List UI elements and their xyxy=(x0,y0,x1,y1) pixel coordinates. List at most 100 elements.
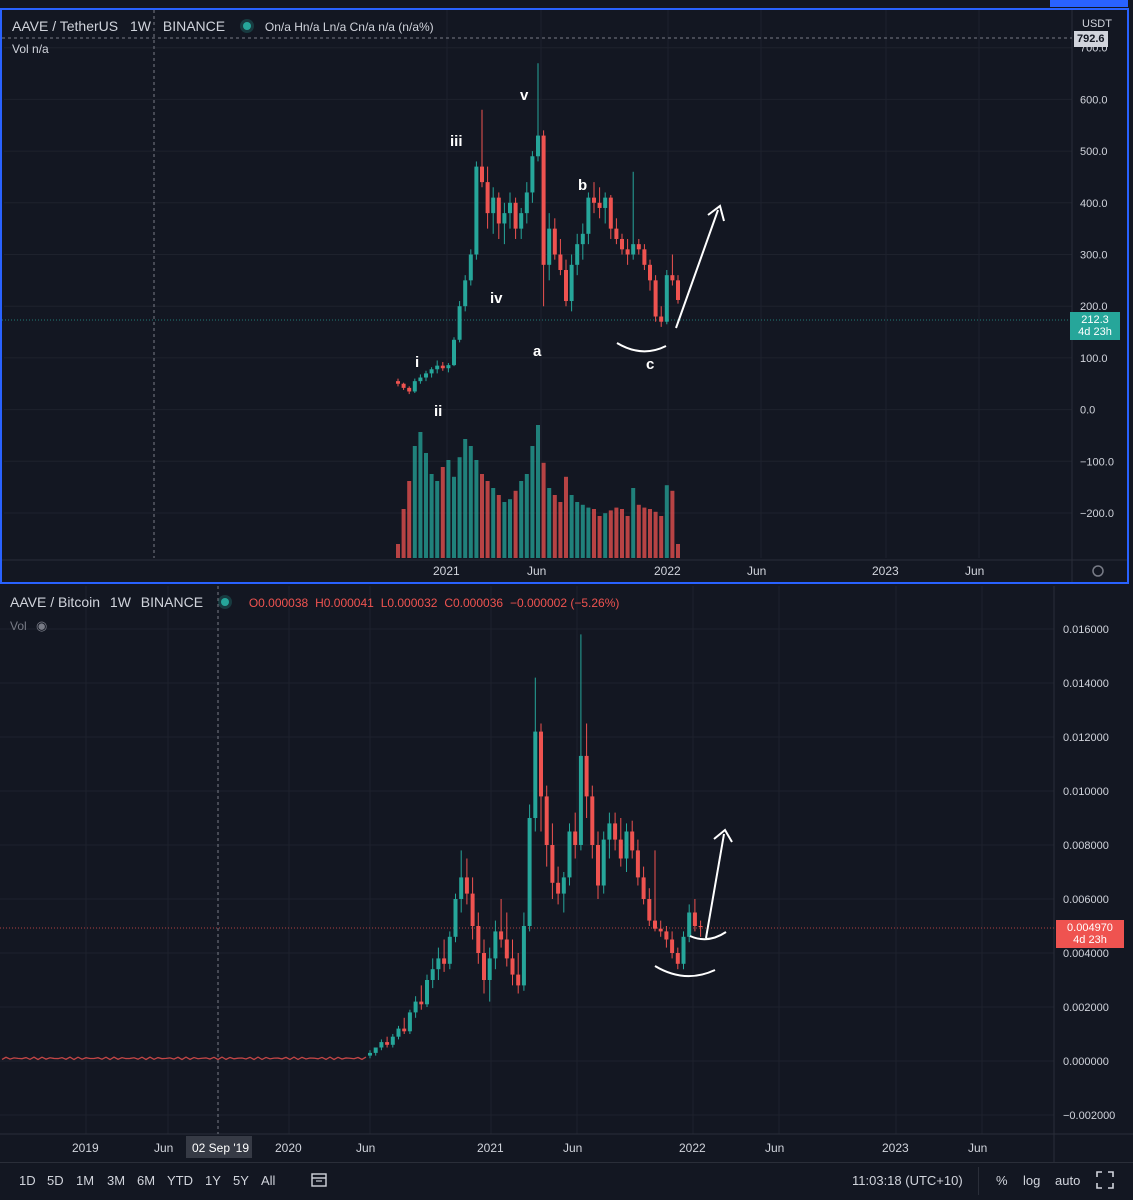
candle-body xyxy=(670,275,675,281)
x-tick-label: 2019 xyxy=(72,1141,99,1155)
range-button-6m[interactable]: 6M xyxy=(137,1173,156,1188)
range-button-5d[interactable]: 5D xyxy=(47,1173,64,1188)
candle-body xyxy=(464,877,469,894)
candle-body xyxy=(502,213,507,224)
legend-high: H0.000041 xyxy=(315,596,374,610)
candle-body xyxy=(533,731,538,818)
range-button-ytd[interactable]: YTD xyxy=(167,1173,193,1188)
last-price-value: 0.004970 xyxy=(1067,922,1113,934)
range-button-all[interactable]: All xyxy=(261,1173,276,1188)
auto-toggle[interactable]: auto xyxy=(1055,1173,1081,1188)
legend-exchange[interactable]: BINANCE xyxy=(162,18,226,34)
volume-bar xyxy=(463,439,468,558)
volume-bar xyxy=(558,502,563,558)
y-tick-label: 0.006000 xyxy=(1063,894,1109,906)
chart-canvas-aave-usdt[interactable]: 700.0600.0500.0400.0300.0200.0100.00.0−1… xyxy=(2,10,1127,582)
candle-body xyxy=(556,882,561,894)
volume-bar xyxy=(485,481,490,558)
volume-label[interactable]: Vol ◉ xyxy=(10,618,47,634)
legend-symbol[interactable]: AAVE / Bitcoin xyxy=(10,594,101,610)
range-button-1d[interactable]: 1D xyxy=(19,1173,36,1188)
candle-body xyxy=(493,931,498,959)
chart-pane-aave-btc[interactable]: 0.016000 0.014000 0.012000 0.010000 0.008000… xyxy=(0,586,1133,1162)
candle-body xyxy=(496,197,501,224)
candle-body xyxy=(430,969,435,980)
candle-body xyxy=(561,877,566,894)
volume-bar xyxy=(424,453,428,558)
x-tick-label: Jun xyxy=(527,564,546,578)
candle-body xyxy=(510,958,515,975)
percent-toggle[interactable]: % xyxy=(996,1173,1008,1188)
drawing-arrow-head xyxy=(713,828,733,843)
volume-bar xyxy=(575,502,580,558)
candle-body xyxy=(648,264,652,281)
x-tick-label: Jun xyxy=(968,1141,987,1155)
log-toggle[interactable]: log xyxy=(1023,1173,1041,1188)
wave-label: iv xyxy=(490,290,503,307)
candle-body xyxy=(402,1028,407,1032)
candle-body xyxy=(487,958,492,980)
crosshair-date-bg xyxy=(186,1136,252,1158)
candle-body xyxy=(635,850,640,878)
candle-body xyxy=(446,365,451,369)
volume-label[interactable]: Vol n/a xyxy=(12,42,49,56)
y-tick-label: 200.0 xyxy=(1080,301,1108,313)
candle-body xyxy=(418,377,423,382)
range-button-3m[interactable]: 3M xyxy=(107,1173,126,1188)
legend-interval[interactable]: 1W xyxy=(129,18,151,34)
volume-bar xyxy=(452,476,456,558)
candle-body xyxy=(476,926,481,953)
candle-body xyxy=(664,275,669,322)
volume-bar xyxy=(580,504,585,558)
candle-body xyxy=(524,192,529,214)
candle-body xyxy=(608,197,613,229)
top-accent-tab[interactable] xyxy=(1050,0,1128,7)
chart-canvas-aave-btc[interactable]: 0.016000 0.014000 0.012000 0.010000 0.008000… xyxy=(0,586,1133,1162)
candle-body xyxy=(664,931,669,940)
legend-interval[interactable]: 1W xyxy=(109,594,131,610)
fullscreen-icon[interactable] xyxy=(1096,1171,1114,1192)
x-tick-label: Jun xyxy=(965,564,984,578)
candle-body xyxy=(436,958,441,970)
clock-time[interactable]: 11:03:18 (UTC+10) xyxy=(852,1173,963,1188)
range-button-5y[interactable]: 5Y xyxy=(233,1173,249,1188)
candle-body xyxy=(687,912,692,937)
candle-body xyxy=(482,953,486,980)
candle-body xyxy=(564,270,568,302)
legend-aave-btc: AAVE / Bitcoin 1W BINANCE O0.000038 H0.0… xyxy=(10,594,619,610)
candle-body xyxy=(390,1036,395,1045)
volume-bar xyxy=(592,509,596,558)
drawing-arrow-head xyxy=(707,204,725,222)
volume-bar xyxy=(508,499,512,558)
candle-body xyxy=(692,912,697,926)
candle-body xyxy=(401,383,406,388)
eye-hidden-icon[interactable]: ◉ xyxy=(36,618,48,633)
volume-bar xyxy=(586,507,591,558)
range-button-1y[interactable]: 1Y xyxy=(205,1173,221,1188)
volume-bar xyxy=(547,488,552,558)
candle-body xyxy=(631,244,636,255)
candle-body xyxy=(601,839,606,886)
x-tick-label: 2022 xyxy=(679,1141,706,1155)
legend-exchange[interactable]: BINANCE xyxy=(140,594,204,610)
range-button-1m[interactable]: 1M xyxy=(76,1173,95,1188)
y-tick-label: 0.010000 xyxy=(1063,786,1109,798)
currency-label[interactable]: USDT xyxy=(1082,18,1112,30)
y-tick-label: 0.012000 xyxy=(1063,732,1109,744)
candle-body xyxy=(452,339,456,366)
chart-pane-aave-usdt[interactable]: 700.0 600.0 500.0 400.0 300.0 200.0 100.0 0.0 −1… xyxy=(0,8,1129,584)
legend-symbol[interactable]: AAVE / TetherUS xyxy=(12,18,119,34)
volume-bar xyxy=(603,513,608,558)
candle-body xyxy=(396,381,400,384)
x-tick-label: Jun xyxy=(747,564,766,578)
early-price-line xyxy=(1,1056,367,1061)
y-tick-label: −200.0 xyxy=(1080,508,1114,520)
volume-bar xyxy=(569,495,574,558)
volume-bar xyxy=(676,544,680,558)
x-tick-label: Jun xyxy=(563,1141,582,1155)
candle-body xyxy=(499,931,504,940)
compare-calendar-icon[interactable] xyxy=(310,1171,328,1192)
wave-label: v xyxy=(520,87,529,104)
volume-bar xyxy=(653,511,658,558)
x-tick-label: 2020 xyxy=(275,1141,302,1155)
